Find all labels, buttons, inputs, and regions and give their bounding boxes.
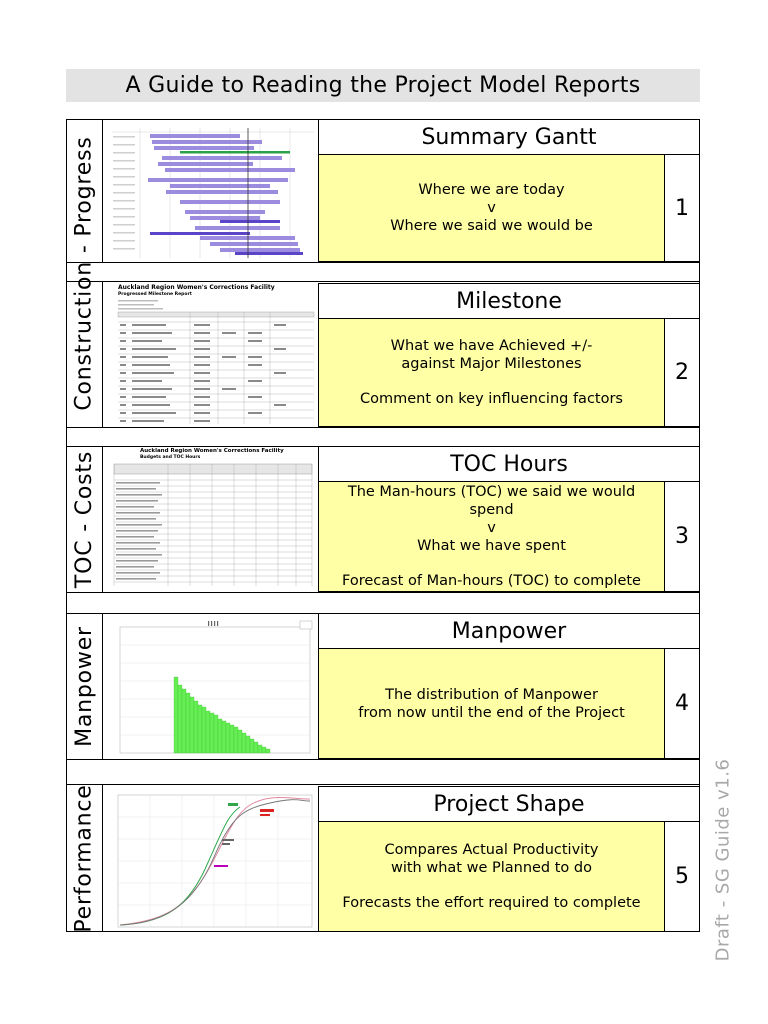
manpower-chart [119, 620, 313, 754]
row-divider [66, 427, 700, 428]
report-subtitle: Budgets and TOC Hours [140, 455, 201, 460]
section-description: Where we are today v Where we said we wo… [318, 154, 665, 262]
section-number: 2 [664, 318, 700, 427]
report-subtitle: Progressed Milestone Report [118, 292, 192, 297]
section-number: 4 [664, 648, 700, 759]
row-divider [66, 281, 700, 282]
toc-table [113, 463, 313, 586]
gantt-thumbnail [110, 122, 316, 260]
row-divider [66, 784, 700, 785]
project-shape-chart [117, 794, 313, 928]
row-divider [66, 759, 700, 760]
side-label-costs: TOC - Costs [72, 450, 97, 588]
section-heading: Manpower [318, 613, 700, 649]
report-title: Auckland Region Women's Corrections Faci… [140, 448, 284, 454]
page-title: A Guide to Reading the Project Model Rep… [66, 69, 700, 102]
section-heading: Milestone [318, 283, 700, 319]
side-label-manpower: Manpower [72, 625, 97, 747]
project-shape-thumbnail [110, 787, 316, 930]
side-divider [102, 446, 103, 592]
gantt-chart [112, 128, 314, 258]
row-divider [66, 262, 700, 263]
side-divider [102, 784, 103, 932]
draft-watermark: Draft - SG Guide v1.6 [712, 758, 734, 962]
side-divider [102, 613, 103, 759]
section-description: What we have Achieved +/- against Major … [318, 318, 665, 427]
side-divider [102, 119, 103, 262]
section-number: 3 [664, 481, 700, 592]
side-label-construction: Construction - Progress [72, 135, 98, 411]
manpower-chart-thumbnail [110, 615, 316, 757]
section-number: 1 [664, 154, 700, 262]
section-description: The Man-hours (TOC) we said we would spe… [318, 481, 665, 592]
section-heading: Summary Gantt [318, 119, 700, 155]
section-description: The distribution of Manpower from now un… [318, 648, 665, 759]
section-heading: Project Shape [318, 786, 700, 822]
side-label-performance: Performance [72, 783, 97, 933]
section-description: Compares Actual Productivity with what w… [318, 821, 665, 932]
section-number: 5 [664, 821, 700, 932]
toc-report-thumbnail: Auckland Region Women's Corrections Faci… [110, 448, 316, 590]
section-heading: TOC Hours [318, 446, 700, 482]
row-divider [66, 592, 700, 593]
milestone-table [117, 300, 315, 424]
side-divider [102, 281, 103, 427]
milestone-report-thumbnail: Auckland Region Women's Corrections Faci… [110, 284, 316, 425]
report-title: Auckland Region Women's Corrections Faci… [118, 284, 275, 291]
